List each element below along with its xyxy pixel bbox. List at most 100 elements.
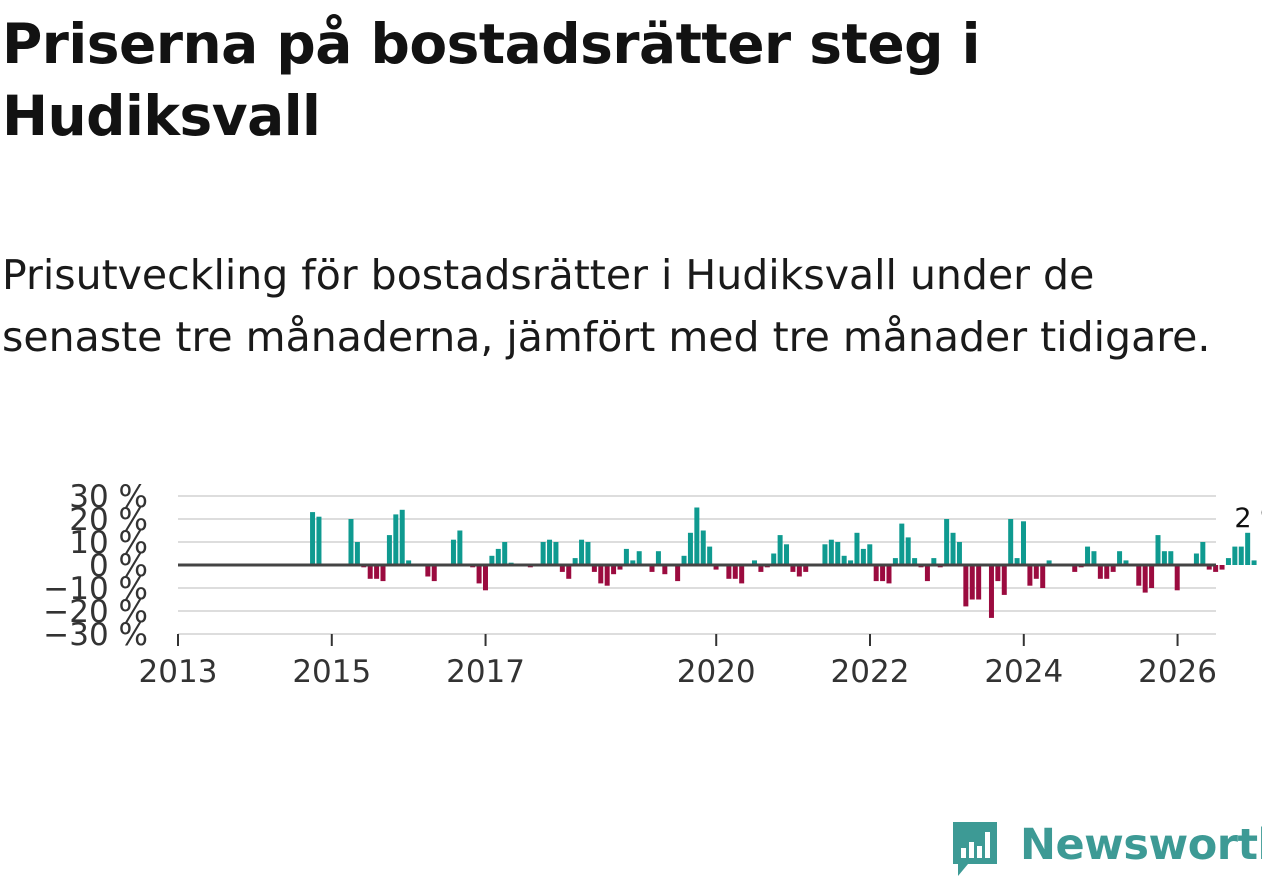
bar <box>399 509 405 565</box>
bar <box>713 565 719 570</box>
bar <box>822 544 828 565</box>
bar <box>860 548 866 565</box>
bar <box>406 560 412 565</box>
bar <box>976 565 982 600</box>
bar <box>457 530 463 565</box>
y-tick-label: 0 % <box>89 548 148 584</box>
bar <box>1245 532 1251 565</box>
bar <box>310 512 316 565</box>
bar <box>1136 565 1142 586</box>
bar <box>777 535 783 565</box>
bar <box>687 532 693 565</box>
bar <box>1225 558 1231 565</box>
bar <box>1149 565 1155 588</box>
bar <box>828 539 834 565</box>
bar <box>1213 565 1219 572</box>
bar <box>1200 542 1206 565</box>
bar <box>495 548 501 565</box>
bar <box>559 565 565 572</box>
bar <box>988 565 994 618</box>
bar <box>675 565 681 582</box>
newsworthy-logo-icon <box>953 822 997 876</box>
last-value-label: 2 % <box>1234 503 1262 534</box>
bar <box>995 565 1001 582</box>
bar <box>386 535 392 565</box>
y-tick-label: −30 % <box>43 617 148 653</box>
bar <box>598 565 604 584</box>
bar <box>579 539 585 565</box>
bar <box>540 542 546 565</box>
y-tick-label: −10 % <box>43 571 148 607</box>
bar <box>1232 546 1238 565</box>
annotations: 2 % <box>1234 503 1262 534</box>
bar <box>1117 551 1123 565</box>
chart-title: Priserna på bostadsrätter steg i Hudiksv… <box>2 12 981 148</box>
bar <box>1238 546 1244 565</box>
bar <box>873 565 879 582</box>
bar <box>1155 535 1161 565</box>
bar <box>1142 565 1148 593</box>
bar <box>585 542 591 565</box>
bar <box>924 565 930 582</box>
bar <box>1040 565 1046 588</box>
bar <box>572 558 578 565</box>
bar <box>694 507 700 565</box>
bar <box>841 555 847 565</box>
bar <box>880 565 886 582</box>
bar <box>700 530 706 565</box>
bar-series <box>310 507 1257 618</box>
bar <box>892 558 898 565</box>
bar <box>1193 553 1199 565</box>
bar <box>1104 565 1110 579</box>
bar <box>617 565 623 570</box>
bar <box>912 558 918 565</box>
bar <box>476 565 482 584</box>
x-tick-label: 2020 <box>677 654 756 690</box>
x-tick-label: 2024 <box>984 654 1063 690</box>
bar <box>726 565 732 579</box>
x-tick-label: 2015 <box>292 654 371 690</box>
bar <box>1072 565 1078 572</box>
bar <box>354 542 360 565</box>
bar <box>963 565 969 607</box>
bar <box>1174 565 1180 591</box>
bar <box>611 565 617 575</box>
bar <box>553 542 559 565</box>
bar <box>367 565 373 579</box>
bar <box>758 565 764 572</box>
bar <box>1091 551 1097 565</box>
bar <box>662 565 668 575</box>
bar <box>425 565 431 577</box>
bar <box>604 565 610 586</box>
bar <box>796 565 802 577</box>
bar <box>374 565 380 579</box>
newsworthy-brand: Newsworthy <box>950 818 1262 878</box>
bar <box>630 560 636 565</box>
bar <box>867 544 873 565</box>
bar <box>784 544 790 565</box>
bar <box>1097 565 1103 579</box>
bar <box>1161 551 1167 565</box>
bar <box>623 548 629 565</box>
x-tick-label: 2026 <box>1138 654 1217 690</box>
bar <box>681 555 687 565</box>
y-tick-label: 30 % <box>69 479 148 515</box>
bar <box>547 539 553 565</box>
bar <box>1046 560 1052 565</box>
bar <box>1251 560 1257 565</box>
bar <box>905 537 911 565</box>
bar <box>450 539 456 565</box>
bar <box>1033 565 1039 579</box>
bar <box>655 551 661 565</box>
bar <box>591 565 597 572</box>
bar <box>956 542 962 565</box>
bar <box>944 519 950 565</box>
bar <box>931 558 937 565</box>
brand-name: Newsworthy <box>1020 820 1262 870</box>
bar <box>732 565 738 579</box>
bar <box>969 565 975 600</box>
bar <box>1001 565 1007 595</box>
bar <box>1206 565 1212 570</box>
x-tick-label: 2022 <box>831 654 910 690</box>
bar <box>431 565 437 582</box>
